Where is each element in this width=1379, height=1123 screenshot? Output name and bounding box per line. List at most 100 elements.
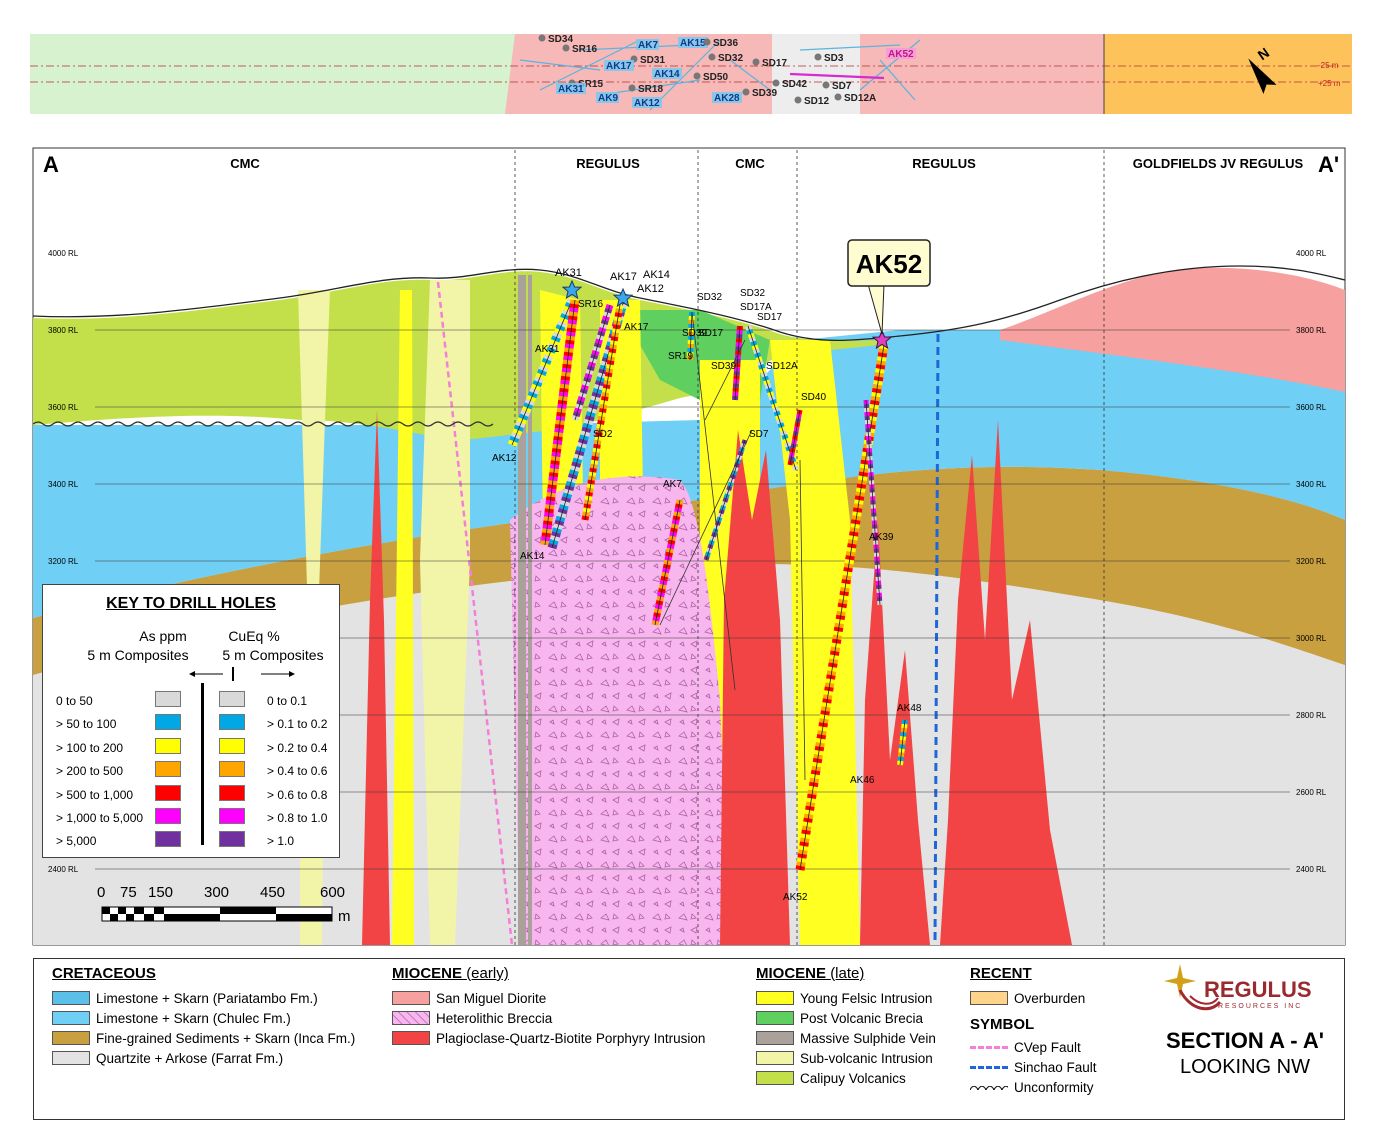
plan-hole-label: AK52 <box>888 49 914 60</box>
legend-miocene-early-title: MIOCENE <box>392 965 463 982</box>
legend-label: Massive Sulphide Vein <box>800 1030 936 1046</box>
legend-row: Sub-volcanic Intrusion <box>756 1048 936 1068</box>
drill-hole-trace <box>704 339 746 421</box>
massive-sulphide-vein <box>518 275 526 945</box>
legend-swatch <box>756 991 794 1005</box>
legend-miocene-early-sub: (early) <box>466 965 509 982</box>
section-hole-label: AK17 <box>610 271 637 283</box>
unconformity-line <box>33 421 494 427</box>
plan-hole-label: AK28 <box>714 93 740 104</box>
drill-hole-trace <box>863 399 883 606</box>
rl-label-right: 3000 RL <box>1296 634 1327 643</box>
unconformity-line-icon <box>970 1084 1008 1090</box>
chulec-limestone-layer <box>33 330 1345 618</box>
legend-row: Calipuy Volcanics <box>756 1068 936 1088</box>
scale-tick-label: 0 <box>97 884 106 901</box>
key-row: > 100 to 200 > 0.2 to 0.4 <box>43 737 339 760</box>
porphyry-intrusion-west <box>362 410 390 945</box>
scale-tick-label: 75 <box>120 884 137 901</box>
section-hole-label: AK46 <box>850 775 875 786</box>
plan-hole-label: SR15 <box>578 79 603 90</box>
zone-label-regulus-west: REGULUS <box>576 156 640 171</box>
key-as-range: > 500 to 1,000 <box>56 787 134 802</box>
legend-label: Limestone + Skarn (Pariatambo Fm.) <box>96 990 318 1006</box>
rl-label-right: 3800 RL <box>1296 326 1327 335</box>
drill-hole-trace <box>897 719 908 766</box>
legend-cretaceous-title: CRETACEOUS <box>52 965 156 982</box>
section-hole-label: AK12 <box>492 453 517 464</box>
key-as-range: > 5,000 <box>56 834 97 849</box>
key-swatch <box>155 761 181 778</box>
key-title: KEY TO DRILL HOLES <box>106 595 276 612</box>
legend-row: Young Felsic Intrusion <box>756 988 936 1008</box>
section-hole-label: AK52 <box>783 892 808 903</box>
rl-label-left: 3200 RL <box>48 557 79 566</box>
plan-hole-label: AK17 <box>606 61 632 72</box>
section-hole-label: AK48 <box>897 703 922 714</box>
legend-cretaceous: CRETACEOUS Limestone + Skarn (Pariatambo… <box>52 965 355 1068</box>
key-cueq-range: > 0.2 to 0.4 <box>267 740 328 755</box>
plan-hole-label: AK12 <box>634 98 660 109</box>
legend-label: Quartzite + Arkose (Farrat Fm.) <box>96 1050 284 1066</box>
section-hole-label: SD39 <box>682 328 707 339</box>
legend-row: Overburden <box>970 988 1097 1008</box>
scale-tick-label: 150 <box>148 884 174 901</box>
plan-hole-marker-icon <box>538 34 546 42</box>
key-swatch <box>155 808 181 824</box>
rl-label-right: 3200 RL <box>1296 557 1327 566</box>
legend-swatch <box>392 991 430 1005</box>
plan-overburden-area <box>1104 34 1352 114</box>
key-row: > 5,000 > 1.0 <box>43 830 339 853</box>
key-as-header: As ppm 5 m Composites <box>63 627 213 665</box>
rl-label-left: 2400 RL <box>48 865 79 874</box>
drill-hole-trace <box>571 303 614 422</box>
legend-row: Fine-grained Sediments + Skarn (Inca Fm.… <box>52 1028 355 1048</box>
legend-label: Plagioclase-Quartz-Biotite Porphyry Intr… <box>436 1030 706 1046</box>
section-title: SECTION A - A' <box>1165 1028 1324 1053</box>
plan-hole-marker-icon <box>822 81 830 89</box>
section-hole-label: AK31 <box>535 344 560 355</box>
legend-swatch <box>52 1051 90 1065</box>
plan-hole-marker-icon <box>703 38 711 46</box>
drill-hole-trace <box>581 304 624 521</box>
section-hole-label: SD32 <box>740 288 765 299</box>
legend-row: Limestone + Skarn (Pariatambo Fm.) <box>52 988 355 1008</box>
section-hole-label: SR16 <box>578 299 603 310</box>
drill-hole-trace <box>507 298 577 447</box>
key-swatch <box>219 831 245 848</box>
rl-label-right: 2600 RL <box>1296 788 1327 797</box>
drill-hole-trace <box>787 409 803 466</box>
plan-hole-label: SD7 <box>832 81 852 92</box>
key-swatch <box>219 737 245 754</box>
legend-swatch <box>52 991 90 1005</box>
zone-label-regulus-east: REGULUS <box>912 156 976 171</box>
legend-miocene-late-title: MIOCENE <box>756 965 827 982</box>
plan-offset-top: -25 m <box>1318 61 1339 70</box>
legend-swatch <box>392 1031 430 1045</box>
legend-label: Heterolithic Breccia <box>436 1010 553 1026</box>
hole-collar-star-icon <box>561 279 893 350</box>
scale-tick-label: 600 <box>320 884 346 901</box>
plan-hole-label: SD34 <box>548 34 573 45</box>
key-swatch <box>219 784 245 801</box>
scale-unit: m <box>338 908 351 925</box>
section-hole-label: AK17 <box>624 322 649 333</box>
fault-line-icon <box>970 1045 1008 1049</box>
plan-hole-label: AK31 <box>558 84 584 95</box>
legend-recent-title: RECENT <box>970 965 1032 982</box>
section-end-label: A' <box>1318 152 1339 177</box>
legend-label: Calipuy Volcanics <box>800 1070 906 1086</box>
inca-sediments-layer <box>33 466 1345 675</box>
key-swatch <box>155 737 181 754</box>
young-felsic-intrusion-1 <box>392 290 414 945</box>
key-swatch <box>219 761 245 778</box>
drill-hole-trace <box>745 325 799 471</box>
topography-line <box>33 265 1345 342</box>
legend-swatch <box>756 1011 794 1025</box>
key-as-head-2: 5 m Composites <box>87 647 189 663</box>
rl-label-right: 2800 RL <box>1296 711 1327 720</box>
plan-hole-label: SD12A <box>844 93 876 104</box>
plan-hole-marker-icon <box>742 88 750 96</box>
rl-label-right: 3600 RL <box>1296 403 1327 412</box>
plan-hole-label: SD42 <box>782 79 807 90</box>
